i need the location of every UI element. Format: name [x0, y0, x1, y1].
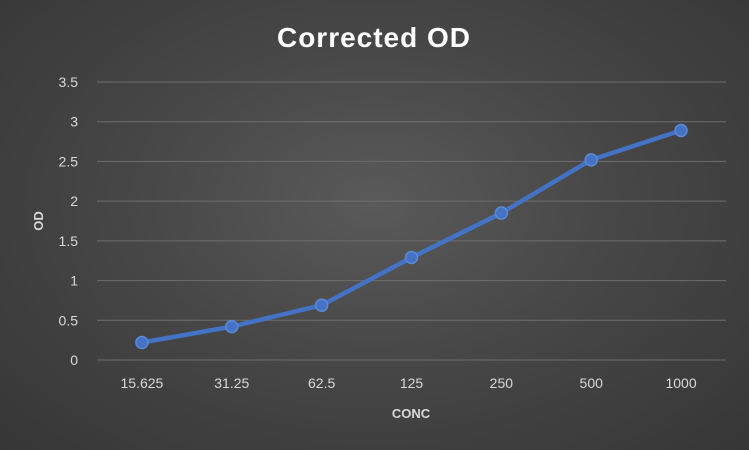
x-tick-label: 250: [490, 375, 514, 391]
series-group: [135, 123, 688, 350]
data-point: [674, 123, 688, 138]
x-tick-label: 1000: [665, 375, 696, 391]
x-tick-label: 500: [580, 375, 604, 391]
y-tick-label: 1: [70, 273, 78, 289]
data-point: [225, 319, 239, 334]
y-tick-label: 0: [70, 352, 78, 368]
y-tick-label: 3: [70, 114, 78, 130]
x-tick-label: 31.25: [214, 375, 249, 391]
data-point: [314, 298, 329, 312]
x-axis-ticks: 15.625 31.25 62.5 125 250 500 1000: [121, 375, 697, 391]
data-point: [494, 206, 509, 220]
data-point: [404, 250, 419, 265]
y-axis-ticks: 0 0.5 1 1.5 2 2.5 3 3.5: [59, 74, 79, 368]
x-axis-title: CONC: [392, 406, 431, 421]
data-point: [584, 153, 598, 167]
y-tick-label: 1.5: [59, 233, 79, 249]
y-tick-label: 2: [70, 193, 78, 209]
data-point: [135, 335, 149, 350]
y-tick-label: 0.5: [59, 312, 79, 328]
y-tick-label: 3.5: [59, 74, 79, 90]
gridlines: [97, 81, 726, 361]
x-tick-label: 15.625: [121, 375, 164, 391]
x-tick-label: 125: [400, 375, 424, 391]
y-axis-title: OD: [31, 211, 46, 231]
series-line: [139, 128, 684, 345]
chart-title: Corrected OD: [277, 22, 471, 53]
y-tick-label: 2.5: [59, 153, 79, 169]
x-tick-label: 62.5: [308, 375, 335, 391]
